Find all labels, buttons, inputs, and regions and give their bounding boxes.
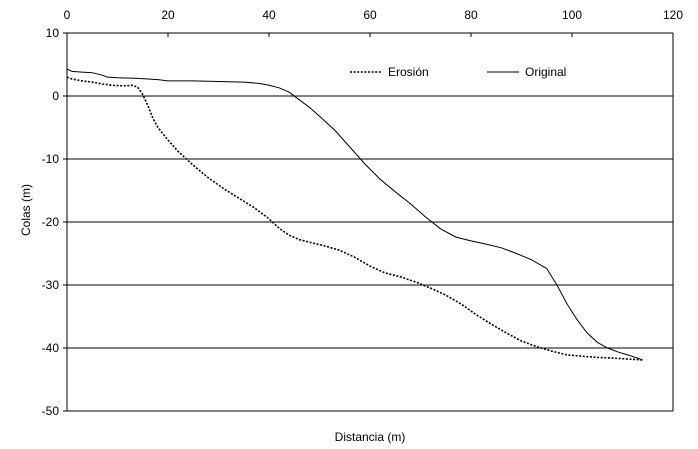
y-tick-label: 10 [46, 26, 60, 40]
y-axis-ticks: 10 0 -10 -20 -30 -40 -50 [42, 26, 67, 418]
x-tick-label: 0 [64, 8, 71, 22]
series-line-erosi-n [66, 76, 643, 361]
x-tick-label: 80 [464, 8, 478, 22]
legend-label: Erosión [388, 65, 429, 79]
series-line-original [66, 68, 643, 361]
y-tick-label: 0 [52, 89, 59, 103]
y-tick-label: -20 [42, 215, 60, 229]
x-tick-label: 60 [363, 8, 377, 22]
y-tick-label: -30 [42, 278, 60, 292]
legend-label: Original [525, 65, 566, 79]
series-layer [66, 68, 643, 361]
x-tick-label: 20 [161, 8, 175, 22]
x-axis-ticks: 0 20 40 60 80 100 120 [64, 8, 683, 37]
x-axis-title: Distancia (m) [335, 430, 406, 444]
y-tick-label: -40 [42, 341, 60, 355]
x-tick-label: 100 [562, 8, 582, 22]
y-tick-label: -50 [42, 404, 60, 418]
y-tick-label: -10 [42, 152, 60, 166]
horizontal-gridlines [67, 95, 673, 349]
x-tick-label: 120 [663, 8, 683, 22]
legend: Erosión Original [350, 65, 566, 79]
x-tick-label: 40 [262, 8, 276, 22]
y-axis-title: Colas (m) [19, 184, 33, 236]
